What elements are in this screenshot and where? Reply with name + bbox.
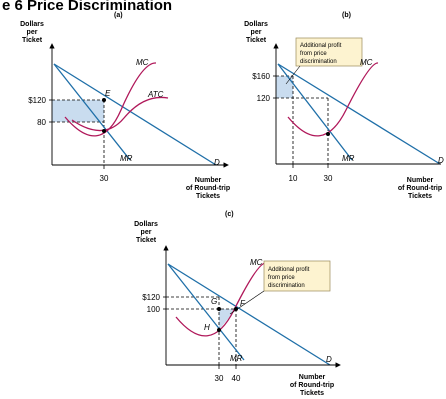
panel-a-label-mr: MR (120, 154, 133, 163)
panel-c-label-mc: MC (250, 258, 263, 267)
panel-c-ylabel-line1: Dollars (134, 221, 158, 228)
panel-c-point-g (217, 307, 221, 311)
panel-a-mr-curve (53, 63, 131, 161)
panel-b-callout-leader (285, 65, 301, 85)
panel-b-xtick-10: 10 (289, 174, 298, 183)
panel-a-xlabel-line1: Number (195, 177, 222, 184)
panel-c-label-f: F (240, 299, 246, 308)
panel-c-demand-curve (167, 263, 331, 366)
panel-b-callout-box (295, 37, 363, 67)
panel-c-point-f (234, 307, 238, 311)
panel-a-atc-curve (71, 96, 169, 132)
panel-b-mc-curve (287, 62, 379, 137)
panel-b-xlabel-line3: Tickets (408, 193, 432, 200)
panel-c-callout-line1: Additional profit (268, 267, 310, 273)
panel-b-xlabel-line2: of Round-trip (398, 185, 442, 192)
panel-b-callout-line2: from price (300, 51, 327, 57)
panel-b-ylabel-line1: Dollars (244, 21, 268, 28)
panel-a-point-e (102, 98, 106, 102)
panel-c-label-h: H (204, 323, 210, 332)
panel-a-xtick-30: 30 (100, 174, 109, 183)
panel-a-ylabel-line2: per (27, 29, 38, 36)
panel-c-ytick-120: $120 (142, 293, 160, 302)
panel-c-label-mr: MR (230, 354, 243, 363)
panel-c-callout-line3: discrimination (268, 283, 305, 289)
panel-b-label-mr: MR (342, 154, 355, 163)
panel-a-demand-curve (53, 63, 217, 166)
panel-b-ylabel-line3: Ticket (246, 37, 267, 44)
panel-b-xtick-30: 30 (324, 174, 333, 183)
panel-c-label-g: G (211, 297, 217, 306)
panel-c-callout-line2: from price (268, 275, 295, 281)
panel-b-mr-curve (277, 63, 353, 161)
panel-a-label-mc: MC (136, 58, 149, 67)
panel-a-label-atc: ATC (147, 90, 164, 99)
panel-b-xlabel-line1: Number (407, 177, 434, 184)
panel-b-ylabel-line2: per (251, 29, 262, 36)
panel-a-ytick-80: 80 (37, 118, 46, 127)
panel-b-callout-line3: discrimination (300, 59, 337, 65)
panel-b-ytick-120: 120 (257, 94, 271, 103)
panel-c-mc-curve (175, 262, 267, 337)
panel-a-label-d: D (214, 158, 220, 167)
panel-b-point-mr-mc (326, 132, 330, 136)
panel-b-callout-line1: Additional profit (300, 43, 342, 49)
panel-c-xlabel-line1: Number (299, 374, 326, 381)
panel-c-label-d: D (326, 355, 332, 364)
panel-b-label: (b) (342, 12, 351, 19)
panel-a-mc-curve (64, 62, 157, 137)
panel-a-label: (a) (114, 12, 123, 19)
panel-c-label: (c) (225, 211, 234, 218)
panel-a-label-e: E (105, 89, 111, 98)
panel-c-point-h (217, 328, 221, 332)
panel-c-ylabel-line2: per (141, 229, 152, 236)
panel-a-xlabel-line2: of Round-trip (186, 185, 230, 192)
panel-b-profit-area (276, 76, 293, 98)
panel-a-ylabel-line3: Ticket (22, 37, 43, 44)
panel-a-ylabel-line1: Dollars (20, 21, 44, 28)
panel-c-callout-box (263, 260, 331, 292)
panel-c-xtick-40: 40 (232, 374, 241, 383)
panel-c-mr-curve (167, 263, 245, 361)
panel-c-ylabel-line3: Ticket (136, 237, 157, 244)
panel-c-ytick-100: 100 (147, 305, 161, 314)
panel-a-point-mr-mc (102, 129, 106, 133)
panel-b-demand-curve (277, 63, 441, 165)
figure-title: e 6 Price Discrimination (2, 0, 172, 14)
panel-b-ytick-160: $160 (252, 72, 270, 81)
panel-c-xtick-30: 30 (215, 374, 224, 383)
panel-a-profit-area (52, 100, 104, 122)
panel-b-label-mc: MC (360, 58, 373, 67)
panel-a: (a) Dollars per Ticket E MC ATC MR D $12… (20, 12, 230, 200)
panel-c: (c) Dollars per Ticket G F H Additional … (134, 211, 341, 397)
panel-a-xlabel-line3: Tickets (196, 193, 220, 200)
panel-b: (b) Dollars per Ticket Additional profit… (244, 12, 444, 200)
panel-b-label-d: D (438, 156, 444, 165)
panel-c-xlabel-line2: of Round-trip (290, 382, 334, 389)
panel-c-callout-leader (229, 290, 265, 315)
panel-a-ytick-120: $120 (28, 96, 46, 105)
panel-c-xlabel-line3: Tickets (300, 390, 324, 397)
